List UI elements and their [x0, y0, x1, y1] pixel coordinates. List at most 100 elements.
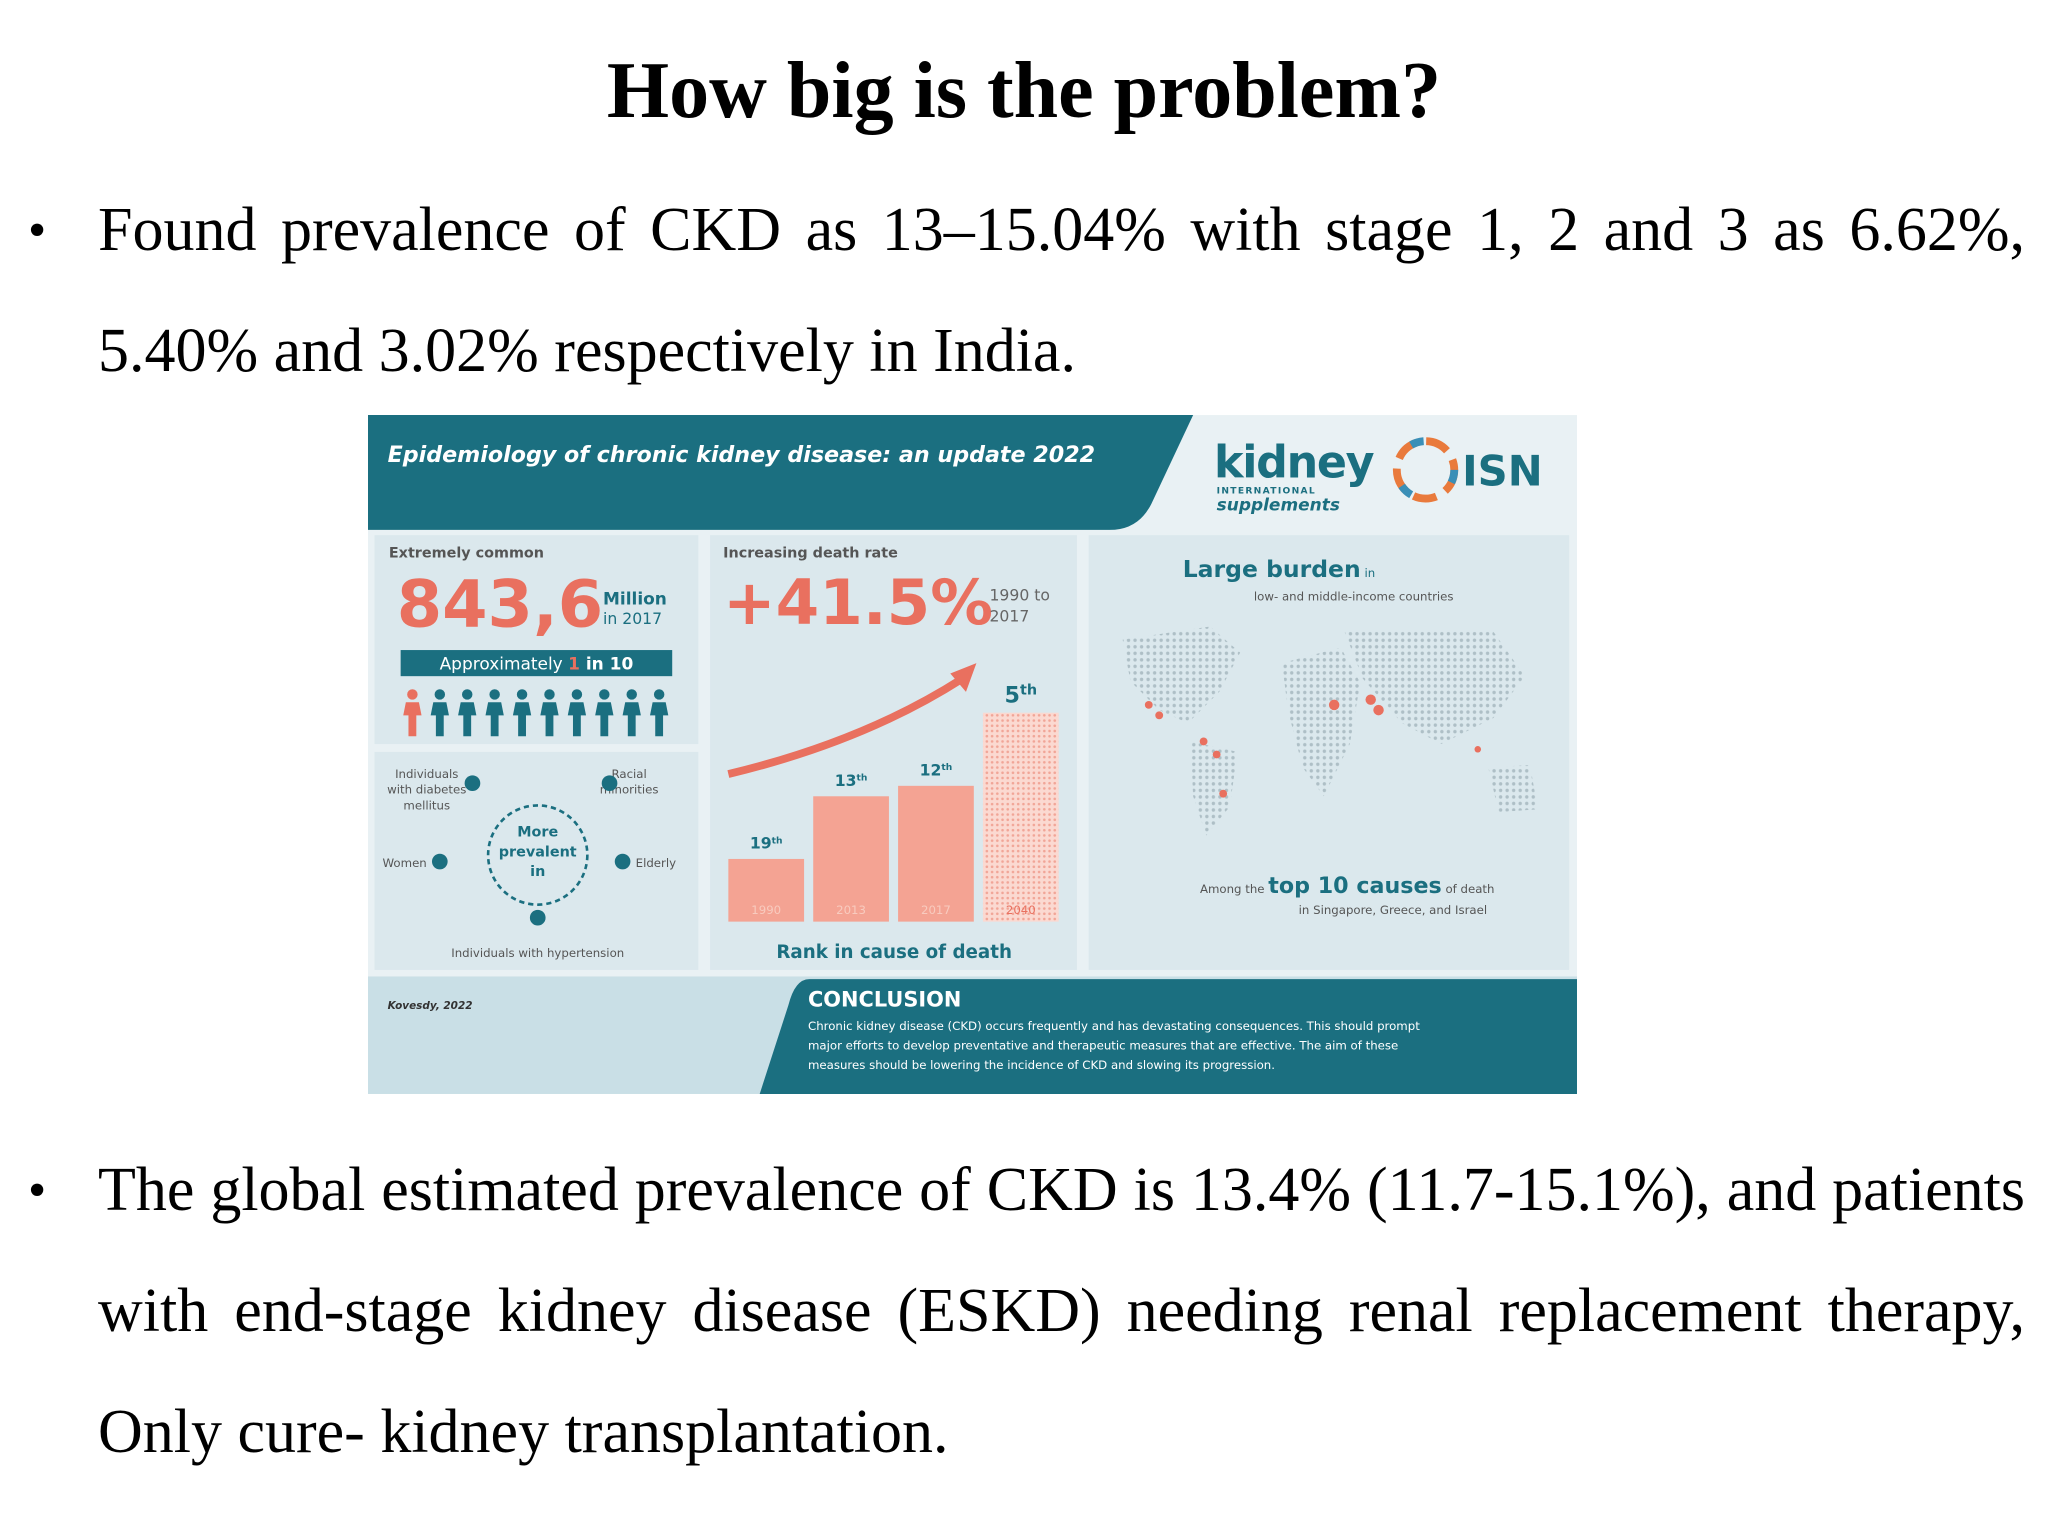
causes-part: of death — [1442, 882, 1495, 896]
citation: Kovesdy, 2022 — [388, 1000, 473, 1012]
circle — [486, 804, 589, 906]
conclusion-band — [759, 979, 1577, 1094]
person-icon — [485, 702, 504, 737]
logo-name: kidney — [1214, 438, 1375, 489]
ratio-part: in 10 — [580, 655, 633, 675]
person-icon — [567, 702, 587, 737]
group-label: Individuals — [395, 767, 458, 781]
causes-part: Among the — [1200, 882, 1268, 896]
person-icon — [434, 689, 446, 700]
conclusion-heading: CONCLUSION — [808, 987, 961, 1011]
big-number: +41.5% — [723, 566, 993, 639]
bullet-dot: • — [28, 1162, 47, 1219]
group-icon — [614, 853, 631, 870]
panel-heading: Large burden in — [1183, 555, 1375, 583]
isn-logo: ISN — [1462, 447, 1543, 496]
rank-suffix: th — [772, 836, 783, 846]
trend-arrow — [727, 675, 965, 778]
bar-year: 2017 — [921, 903, 951, 917]
slide-title: How big is the problem? — [606, 47, 1442, 135]
panel-heading: Increasing death rate — [723, 545, 898, 561]
person-icon — [626, 689, 637, 700]
person-icon — [462, 689, 473, 700]
person-icon — [622, 702, 641, 737]
group-icon — [601, 775, 618, 792]
person-icon — [403, 702, 422, 737]
rank-number: 5 — [1005, 682, 1020, 708]
ratio-part: 1 — [568, 655, 580, 675]
person-icon — [516, 689, 528, 700]
group-icon — [529, 909, 546, 926]
center-label: in — [530, 864, 545, 880]
causes-part: top 10 causes — [1268, 873, 1441, 899]
person-icon — [595, 702, 614, 737]
header-band — [368, 415, 1194, 530]
person-icon — [512, 702, 532, 737]
subheading: low- and middle-income countries — [1254, 589, 1454, 603]
bar — [813, 796, 889, 922]
infographic-title: Epidemiology of chronic kidney disease: … — [388, 442, 1096, 468]
bullet-text: The global estimated prevalence of CKD i… — [98, 1156, 2025, 1466]
bullet-text: Found prevalence of CKD as 13–15.04% wit… — [98, 196, 2025, 385]
bar-rank: 12th — [920, 760, 953, 779]
period: 1990 to — [989, 585, 1050, 604]
person-icon — [571, 689, 583, 700]
center-label: prevalent — [499, 844, 577, 860]
big-number: 843,6 — [397, 567, 603, 643]
countries: in Singapore, Greece, and Israel — [1299, 903, 1487, 917]
world-map — [1122, 626, 1538, 836]
group-label: mellitus — [403, 798, 450, 812]
bar-year: 2040 — [1006, 903, 1036, 917]
person-icon — [489, 689, 500, 700]
bar — [982, 712, 1059, 922]
bar — [728, 858, 805, 922]
panel — [374, 535, 699, 745]
rank-number: 13 — [835, 771, 857, 790]
center-label: More — [517, 825, 558, 841]
group-label: Elderly — [636, 856, 676, 870]
rank-number: 12 — [920, 760, 942, 779]
bar-year: 2013 — [836, 903, 866, 917]
ratio-part: Approximately — [440, 655, 569, 675]
group-icon — [464, 775, 481, 792]
heading-part: Large burden — [1183, 555, 1361, 583]
unit: Million — [603, 589, 667, 609]
bar-rank: 13th — [835, 771, 868, 790]
rank-suffix: th — [941, 763, 952, 773]
conclusion-line: major efforts to develop preventative an… — [808, 1039, 1398, 1053]
person-icon — [540, 702, 559, 737]
rank-suffix: th — [857, 774, 868, 784]
causes: Among the top 10 causes of death — [1200, 873, 1495, 899]
conclusion-line: Chronic kidney disease (CKD) occurs freq… — [808, 1019, 1420, 1033]
arrow-head — [950, 663, 977, 692]
panel-heading: Extremely common — [389, 545, 544, 561]
bullet-dot: • — [28, 202, 47, 259]
logo-line: INTERNATIONAL — [1217, 486, 1316, 496]
bar — [898, 785, 974, 922]
infographic: Epidemiology of chronic kidney disease: … — [368, 415, 1577, 1094]
person-icon — [458, 702, 477, 737]
unit: in 2017 — [603, 609, 662, 628]
logo-line: supplements — [1217, 495, 1340, 515]
person-icon — [430, 702, 449, 737]
group-label: with diabetes — [387, 783, 466, 797]
bar-rank: 19th — [750, 834, 783, 853]
period: 2017 — [989, 606, 1029, 625]
ratio-band — [400, 650, 673, 677]
group-label: Individuals with hypertension — [451, 946, 624, 960]
person-icon — [544, 689, 555, 700]
bar-year: 1990 — [751, 903, 781, 917]
bar-rank: 5th — [1005, 682, 1038, 708]
person-icon — [599, 689, 610, 700]
group-label: Racial — [611, 767, 646, 781]
conclusion-line: measures should be lowering the incidenc… — [808, 1058, 1275, 1072]
isn-emblem — [1392, 437, 1459, 503]
group-label: Women — [383, 856, 427, 870]
rank-number: 19 — [750, 834, 772, 853]
person-icon — [653, 689, 665, 700]
chart-caption: Rank in cause of death — [776, 942, 1012, 963]
group-icon — [431, 853, 448, 870]
rank-suffix: th — [1020, 682, 1037, 698]
person-icon — [650, 702, 669, 737]
